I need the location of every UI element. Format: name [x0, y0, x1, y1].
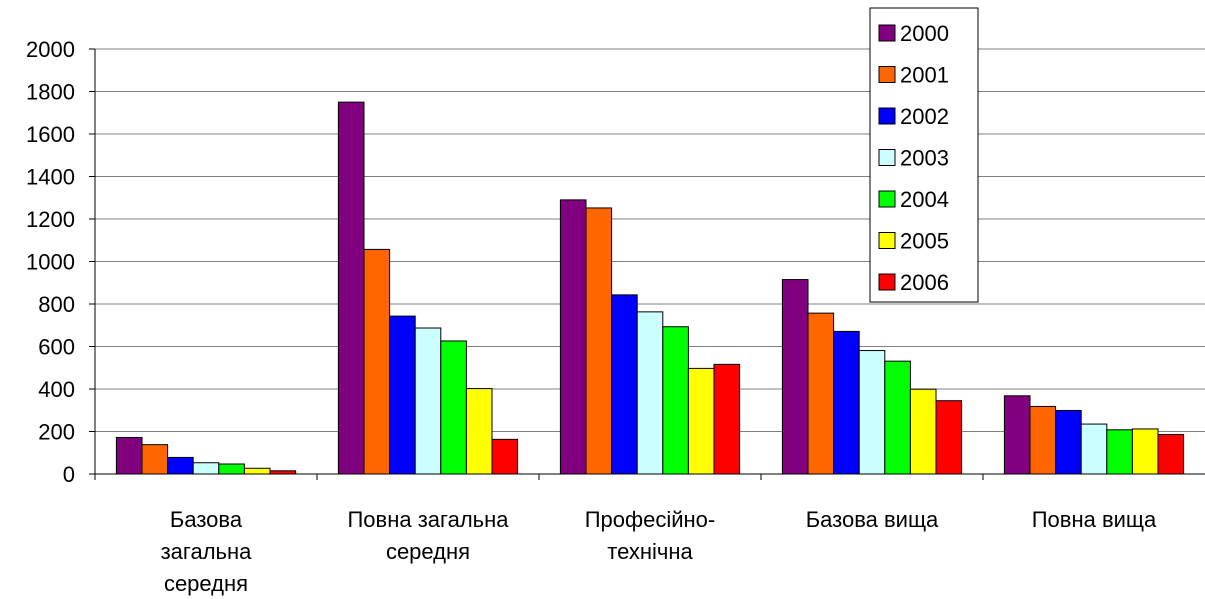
bar — [1055, 409, 1082, 475]
bar — [414, 327, 442, 475]
x-tick-label-line: Повна вища — [1032, 507, 1157, 532]
bar — [167, 456, 194, 475]
bar — [636, 311, 664, 475]
x-tick-label: Повна загальна середня — [347, 507, 509, 564]
x-tick-label-line: Базова — [170, 507, 243, 532]
y-tick-label: 1000 — [26, 250, 75, 275]
bar — [1106, 429, 1133, 475]
bar — [858, 350, 886, 475]
x-tick-label: Базова загальна середня — [161, 507, 253, 596]
bar — [192, 462, 220, 475]
legend-swatch — [878, 66, 896, 83]
bar — [1157, 433, 1185, 475]
y-tick-label: 1200 — [26, 207, 75, 232]
bar — [585, 207, 613, 475]
x-tick-label-line: середня — [386, 539, 470, 564]
y-tick-label: 600 — [38, 335, 75, 360]
legend-label: 2000 — [900, 21, 949, 46]
bar — [1029, 405, 1057, 475]
legend-label: 2001 — [900, 63, 949, 88]
legend-swatch — [878, 24, 896, 42]
bar — [141, 444, 169, 475]
bar — [833, 330, 860, 475]
bar — [1080, 423, 1108, 475]
y-tick-label: 400 — [38, 377, 75, 402]
bar — [243, 467, 271, 475]
bar — [115, 436, 143, 475]
bars — [115, 101, 1185, 475]
y-tick-label: 1400 — [26, 165, 75, 190]
x-tick-label-line: середня — [164, 571, 248, 596]
bar — [559, 199, 587, 475]
legend-swatch — [878, 273, 896, 291]
legend-label: 2006 — [900, 270, 949, 295]
legend-label: 2005 — [900, 229, 949, 254]
bar — [491, 438, 519, 475]
bar — [611, 294, 638, 475]
x-tick-label-line: Повна загальна — [347, 507, 509, 532]
x-tick-label: Повна вища — [1032, 507, 1157, 532]
bar — [1003, 395, 1031, 475]
legend-swatch — [878, 149, 896, 166]
legend-swatch — [878, 190, 896, 208]
legend-label: 2004 — [900, 187, 949, 212]
legend-label: 2003 — [900, 146, 949, 171]
bar — [337, 101, 365, 475]
x-axis: Базова загальна середня Повна загальна серед… — [94, 473, 1205, 596]
y-tick-label: 1600 — [26, 122, 75, 147]
y-axis: 0 200 400 600 800 1000 1200 1400 1600 1800 2000 — [26, 37, 96, 487]
x-tick-label: Базова вища — [806, 507, 939, 532]
legend-label: 2002 — [900, 104, 949, 129]
x-tick-label-line: Професійно- — [585, 507, 716, 532]
bar — [363, 248, 391, 475]
x-tick-label-line: Базова вища — [806, 507, 939, 532]
bar — [389, 315, 416, 475]
y-tick-label: 1800 — [26, 80, 75, 105]
gridlines — [95, 48, 1205, 432]
bar — [1131, 428, 1159, 475]
bar — [807, 312, 835, 475]
x-tick-label-line: технічна — [607, 539, 693, 564]
legend-swatch — [878, 107, 896, 125]
bar — [687, 367, 715, 475]
legend: 2000 2001 2002 2003 2004 2005 2006 — [869, 7, 979, 303]
bar — [781, 279, 809, 475]
x-tick-label: Професійно-технічна — [585, 507, 716, 564]
bar — [884, 360, 911, 475]
y-tick-label: 800 — [38, 292, 75, 317]
bar — [465, 388, 493, 475]
y-tick-label: 200 — [38, 420, 75, 445]
bar — [713, 363, 741, 475]
bar — [935, 400, 963, 475]
legend-swatch — [878, 232, 896, 249]
bar — [440, 340, 467, 475]
x-tick-label-line: загальна — [161, 539, 253, 564]
y-tick-label: 2000 — [26, 37, 75, 62]
bar — [909, 388, 937, 475]
bar — [662, 326, 689, 475]
bar — [218, 463, 245, 475]
y-tick-label: 0 — [63, 462, 75, 487]
